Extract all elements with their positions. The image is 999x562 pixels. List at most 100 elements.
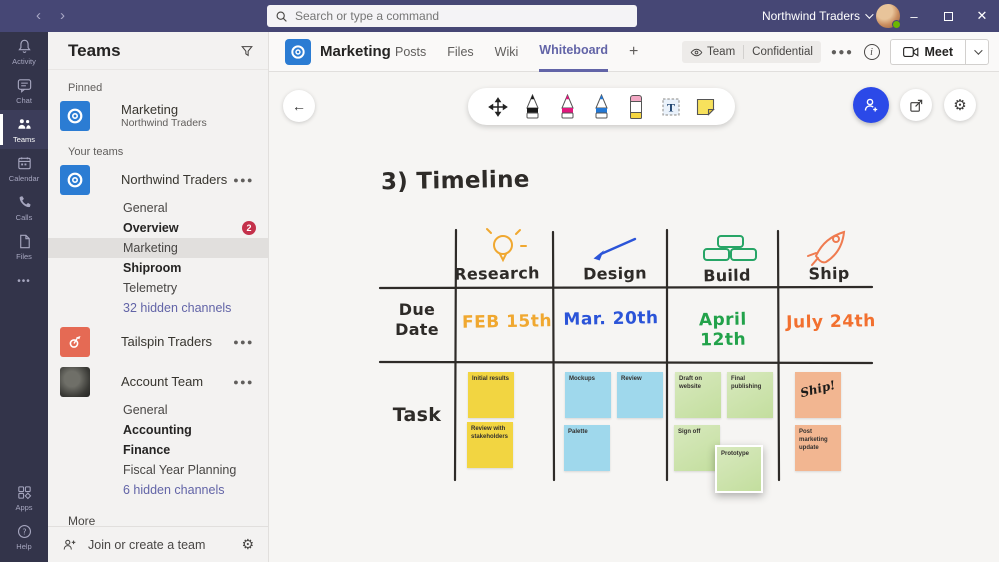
due-date-build: April 12th	[698, 309, 747, 351]
pinned-team-marketing[interactable]: Marketing Northwind Traders	[48, 98, 268, 134]
move-tool[interactable]	[486, 94, 510, 120]
blue-pen-tool[interactable]	[590, 93, 614, 120]
bell-icon	[17, 39, 31, 53]
team-name: Tailspin Traders	[121, 333, 213, 349]
team-privacy[interactable]: Team	[682, 46, 743, 59]
sticky-note[interactable]: Post marketing update	[795, 425, 841, 471]
channel-accounting[interactable]: Accounting	[123, 423, 192, 437]
channel-info-icon[interactable]: i	[863, 44, 880, 60]
row-header-due-date: Due Date	[395, 300, 439, 339]
export-button[interactable]	[900, 89, 932, 121]
rail-item-teams[interactable]: Teams	[0, 110, 48, 149]
channel-marketing-selected[interactable]: Marketing	[48, 238, 268, 258]
team-logo-northwind-icon	[60, 101, 90, 131]
channel-overview[interactable]: Overview 2	[48, 218, 268, 238]
black-pen-tool[interactable]	[521, 93, 545, 120]
whiteboard-settings-button[interactable]: ⚙	[944, 89, 976, 121]
maximize-icon	[943, 11, 953, 21]
chevron-down-icon	[974, 46, 983, 55]
sticky-note[interactable]: Palette	[564, 425, 610, 471]
hidden-channels-link[interactable]: 32 hidden channels	[123, 301, 232, 315]
channel-shiproom[interactable]: Shiproom	[123, 261, 182, 275]
channel-more-options-icon[interactable]: ●●●	[830, 46, 854, 58]
team-name: Account Team	[121, 373, 204, 389]
team-options-icon[interactable]: ●●●	[233, 175, 254, 185]
rail-label: Calendar	[8, 173, 40, 183]
whiteboard-canvas[interactable]: ← T	[269, 72, 999, 562]
search-box[interactable]	[267, 5, 637, 27]
sticky-note[interactable]: Sign off	[674, 425, 720, 471]
whiteboard-title: 3) Timeline	[380, 166, 530, 196]
sticky-note[interactable]: Review	[617, 372, 663, 418]
add-tab-button[interactable]: +	[629, 43, 639, 60]
help-icon: ?	[17, 524, 31, 538]
tab-files[interactable]: Files	[447, 45, 474, 59]
channel-header: Marketing Posts Files Wiki Whiteboard + …	[269, 32, 999, 72]
minimize-button[interactable]: –	[910, 8, 918, 24]
team-northwind-traders[interactable]: Northwind Traders ●●●	[48, 162, 268, 198]
lightbulb-doodle	[486, 228, 527, 263]
rail-item-chat[interactable]: Chat	[0, 71, 48, 110]
teams-sidebar: Teams Pinned Marketing Northwind Traders…	[48, 32, 269, 562]
search-input[interactable]	[295, 9, 629, 23]
classification-label[interactable]: Confidential	[752, 46, 813, 58]
camera-icon	[902, 47, 918, 57]
whiteboard-toolbar: T	[468, 88, 735, 125]
svg-text:?: ?	[22, 527, 26, 536]
channel-fiscal-year-planning[interactable]: Fiscal Year Planning	[123, 463, 237, 477]
team-tailspin-traders[interactable]: Tailspin Traders ●●●	[48, 324, 268, 360]
blocks-doodle	[703, 235, 757, 261]
meet-dropdown-button[interactable]	[965, 39, 989, 65]
join-create-team-button[interactable]: Join or create a team	[88, 537, 206, 552]
gear-icon: ⚙	[953, 97, 967, 114]
rail-item-activity[interactable]: Activity	[0, 32, 48, 71]
sticky-note[interactable]: Draft on website	[675, 372, 721, 418]
maximize-button[interactable]	[931, 0, 965, 32]
pink-pen-tool[interactable]	[555, 93, 579, 120]
team-options-icon[interactable]: ●●●	[233, 337, 254, 347]
sticky-note-tool[interactable]	[693, 94, 717, 120]
manage-teams-gear-icon[interactable]: ⚙	[241, 536, 254, 553]
filter-icon[interactable]	[240, 44, 254, 58]
channel-finance[interactable]: Finance	[123, 443, 171, 457]
close-button[interactable]: ✕	[976, 8, 988, 23]
rail-item-calendar[interactable]: Calendar	[0, 149, 48, 188]
tab-whiteboard[interactable]: Whiteboard	[539, 32, 609, 72]
sticky-note[interactable]: Mockups	[565, 372, 611, 418]
tab-wiki[interactable]: Wiki	[494, 45, 519, 59]
sticky-note[interactable]: Initial results	[468, 372, 514, 418]
rail-more-button[interactable]: •••	[17, 275, 31, 287]
channel-general[interactable]: General	[123, 403, 168, 417]
presence-invite-button[interactable]	[853, 87, 889, 123]
hidden-channels-link[interactable]: 6 hidden channels	[123, 483, 225, 497]
eye-icon	[690, 48, 703, 56]
nav-back-icon[interactable]: ‹	[36, 7, 41, 24]
rail-item-calls[interactable]: Calls	[0, 188, 48, 227]
channel-general[interactable]: General	[123, 201, 168, 215]
tab-posts[interactable]: Posts	[395, 45, 427, 59]
avatar[interactable]	[876, 4, 901, 29]
rail-item-help[interactable]: ? Help	[0, 517, 48, 556]
due-date-ship: July 24th	[786, 311, 876, 333]
sticky-note[interactable]: Final publishing	[727, 372, 773, 418]
share-export-icon	[909, 99, 922, 112]
more-teams-link[interactable]: More	[68, 514, 96, 528]
rail-item-apps[interactable]: Apps	[0, 478, 48, 517]
meet-label: Meet	[924, 45, 953, 59]
nav-forward-icon[interactable]: ›	[60, 7, 65, 24]
sticky-note-selected[interactable]: Prototype	[715, 445, 763, 493]
team-options-icon[interactable]: ●●●	[233, 377, 254, 387]
privacy-label: Team	[707, 46, 736, 58]
rail-item-files[interactable]: Files	[0, 227, 48, 266]
sticky-note[interactable]: Ship!	[795, 372, 841, 418]
channel-telemetry[interactable]: Telemetry	[123, 281, 178, 295]
whiteboard-back-button[interactable]: ←	[283, 90, 315, 122]
eraser-tool[interactable]	[624, 94, 648, 120]
org-switcher[interactable]: Northwind Traders	[762, 0, 874, 32]
meet-button[interactable]: Meet	[889, 39, 965, 65]
column-header-ship: Ship	[808, 263, 850, 284]
team-account-team[interactable]: Account Team ●●●	[48, 364, 268, 400]
text-tool[interactable]: T	[659, 94, 683, 120]
sticky-note[interactable]: Review with stakeholders	[467, 422, 513, 468]
phone-icon	[19, 195, 31, 207]
